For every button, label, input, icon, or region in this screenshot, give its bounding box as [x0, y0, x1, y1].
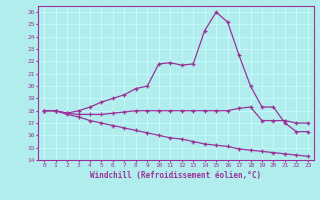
X-axis label: Windchill (Refroidissement éolien,°C): Windchill (Refroidissement éolien,°C) [91, 171, 261, 180]
